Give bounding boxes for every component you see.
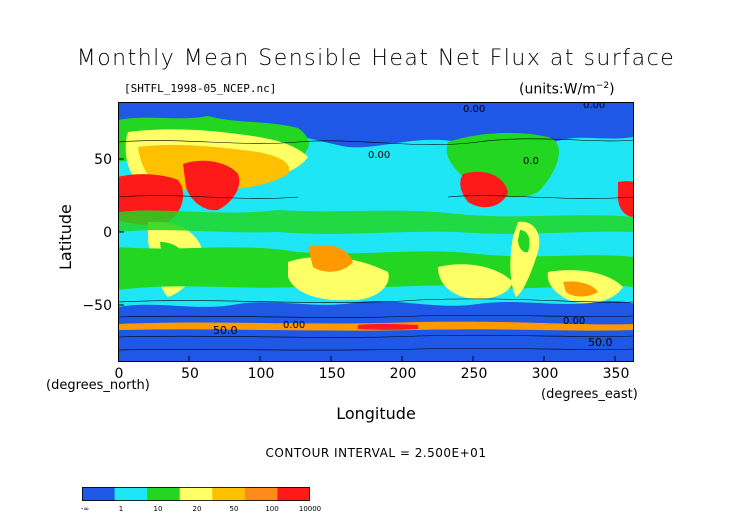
colorbar-label: 10000 [298, 505, 322, 513]
x-tick-label: 200 [389, 366, 417, 382]
flux-map: 0.00 0.00 0.00 0.0 50.0 0.00 50.0 0.00 [118, 102, 634, 362]
africa-west-red [618, 181, 634, 217]
namerica-red [460, 171, 508, 208]
y-tick-label: 0 [103, 225, 112, 241]
south-atlantic-yellow [438, 264, 513, 299]
contour-label: 50.0 [588, 336, 613, 349]
colorbar-swatch [277, 487, 310, 501]
contour-lines [118, 138, 634, 351]
x-tick-label: 300 [531, 366, 559, 382]
y-tick-label: −50 [82, 298, 112, 314]
samerica-yellow [510, 221, 540, 297]
y-axis-unit: (degrees_north) [46, 378, 150, 393]
south-indian-orange [563, 281, 598, 297]
units-label: (units:W/m−2) [519, 81, 615, 98]
colorbar-label: 20 [192, 505, 202, 513]
x-tick-label: 150 [318, 366, 346, 382]
contour-label: 0.00 [283, 320, 305, 331]
x-tick-label: 250 [460, 366, 488, 382]
colorbar-swatch [114, 487, 148, 501]
axis-ticks [118, 158, 616, 362]
colorbar-swatch [147, 487, 181, 501]
south-pacific-yellow [288, 256, 389, 301]
contour-label: 50.0 [213, 324, 238, 337]
y-tick-label: 50 [94, 152, 112, 168]
map-title: Monthly Mean Sensible Heat Net Flux at s… [76, 46, 676, 71]
antarctic-band [118, 301, 634, 362]
contour-label: 0.0 [523, 156, 539, 167]
x-tick-label: 50 [181, 366, 199, 382]
dataset-filename: [SHTFL_1998-05_NCEP.nc] [124, 82, 277, 95]
colorbar-swatch [244, 487, 278, 501]
equatorial-green-band [118, 210, 634, 234]
contour-label: 0.00 [563, 316, 585, 327]
colorbar-label: 10 [153, 505, 163, 513]
australia-orange [308, 245, 353, 272]
antarctic-coast-red [358, 323, 418, 330]
colorbar-label: 1 [118, 505, 124, 513]
x-axis-title: Longitude [336, 404, 416, 423]
contour-label: 0.00 [463, 104, 485, 115]
x-tick-label: 100 [247, 366, 275, 382]
colorbar-label: -∞ [80, 505, 90, 513]
colorbar-label: 50 [229, 505, 239, 513]
colorbar-swatch [179, 487, 213, 501]
x-tick-label: 0 [114, 366, 124, 382]
contour-label: 0.00 [368, 150, 390, 161]
contour-label: 0.00 [583, 102, 605, 111]
x-tick-label: 350 [602, 366, 630, 382]
colorbar-swatch [82, 487, 116, 501]
contour-interval: CONTOUR INTERVAL = 2.500E+01 [265, 446, 487, 460]
colorbar-label: 100 [265, 505, 279, 513]
colorbar [82, 487, 310, 501]
x-axis-unit: (degrees_east) [541, 387, 638, 402]
samerica-green [518, 230, 530, 253]
colorbar-swatch [212, 487, 246, 501]
